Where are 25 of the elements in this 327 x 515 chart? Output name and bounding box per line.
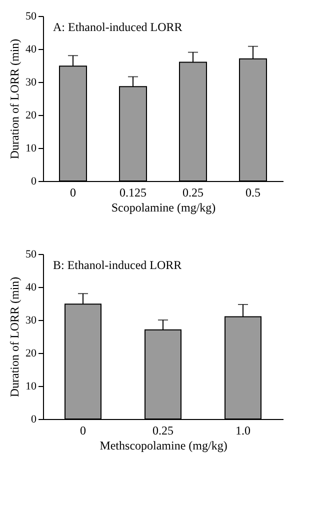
y-tick-label: 20 bbox=[26, 110, 37, 122]
x-tick-label: 0 bbox=[70, 186, 76, 200]
chart-title: A: Ethanol-induced LORR bbox=[53, 20, 182, 34]
y-tick-label: 20 bbox=[26, 348, 37, 360]
x-axis-title: Methscopolamine (mg/kg) bbox=[100, 438, 228, 452]
x-axis-title: Scopolamine (mg/kg) bbox=[111, 200, 216, 214]
x-tick-label: 0.125 bbox=[120, 186, 146, 200]
y-axis-title: Duration of LORR (min) bbox=[8, 38, 22, 160]
y-tick-label: 10 bbox=[26, 380, 37, 392]
y-tick-label: 40 bbox=[26, 282, 37, 294]
y-tick-label: 50 bbox=[26, 10, 37, 22]
y-tick-label: 30 bbox=[26, 314, 37, 326]
y-tick-label: 30 bbox=[26, 76, 37, 88]
y-tick-label: 40 bbox=[26, 44, 37, 56]
chart-title: B: Ethanol-induced LORR bbox=[53, 258, 182, 272]
y-tick-label: 0 bbox=[31, 414, 37, 426]
x-tick-label: 0 bbox=[80, 424, 86, 438]
x-tick-label: 0.5 bbox=[246, 186, 260, 200]
x-tick-label: 0.25 bbox=[182, 186, 204, 200]
x-tick-label: 1.0 bbox=[236, 424, 250, 438]
y-tick-label: 50 bbox=[26, 248, 37, 260]
y-tick-label: 0 bbox=[31, 176, 37, 188]
y-axis-title: Duration of LORR (min) bbox=[8, 276, 22, 398]
x-tick-label: 0.25 bbox=[152, 424, 174, 438]
y-tick-label: 10 bbox=[26, 142, 37, 154]
